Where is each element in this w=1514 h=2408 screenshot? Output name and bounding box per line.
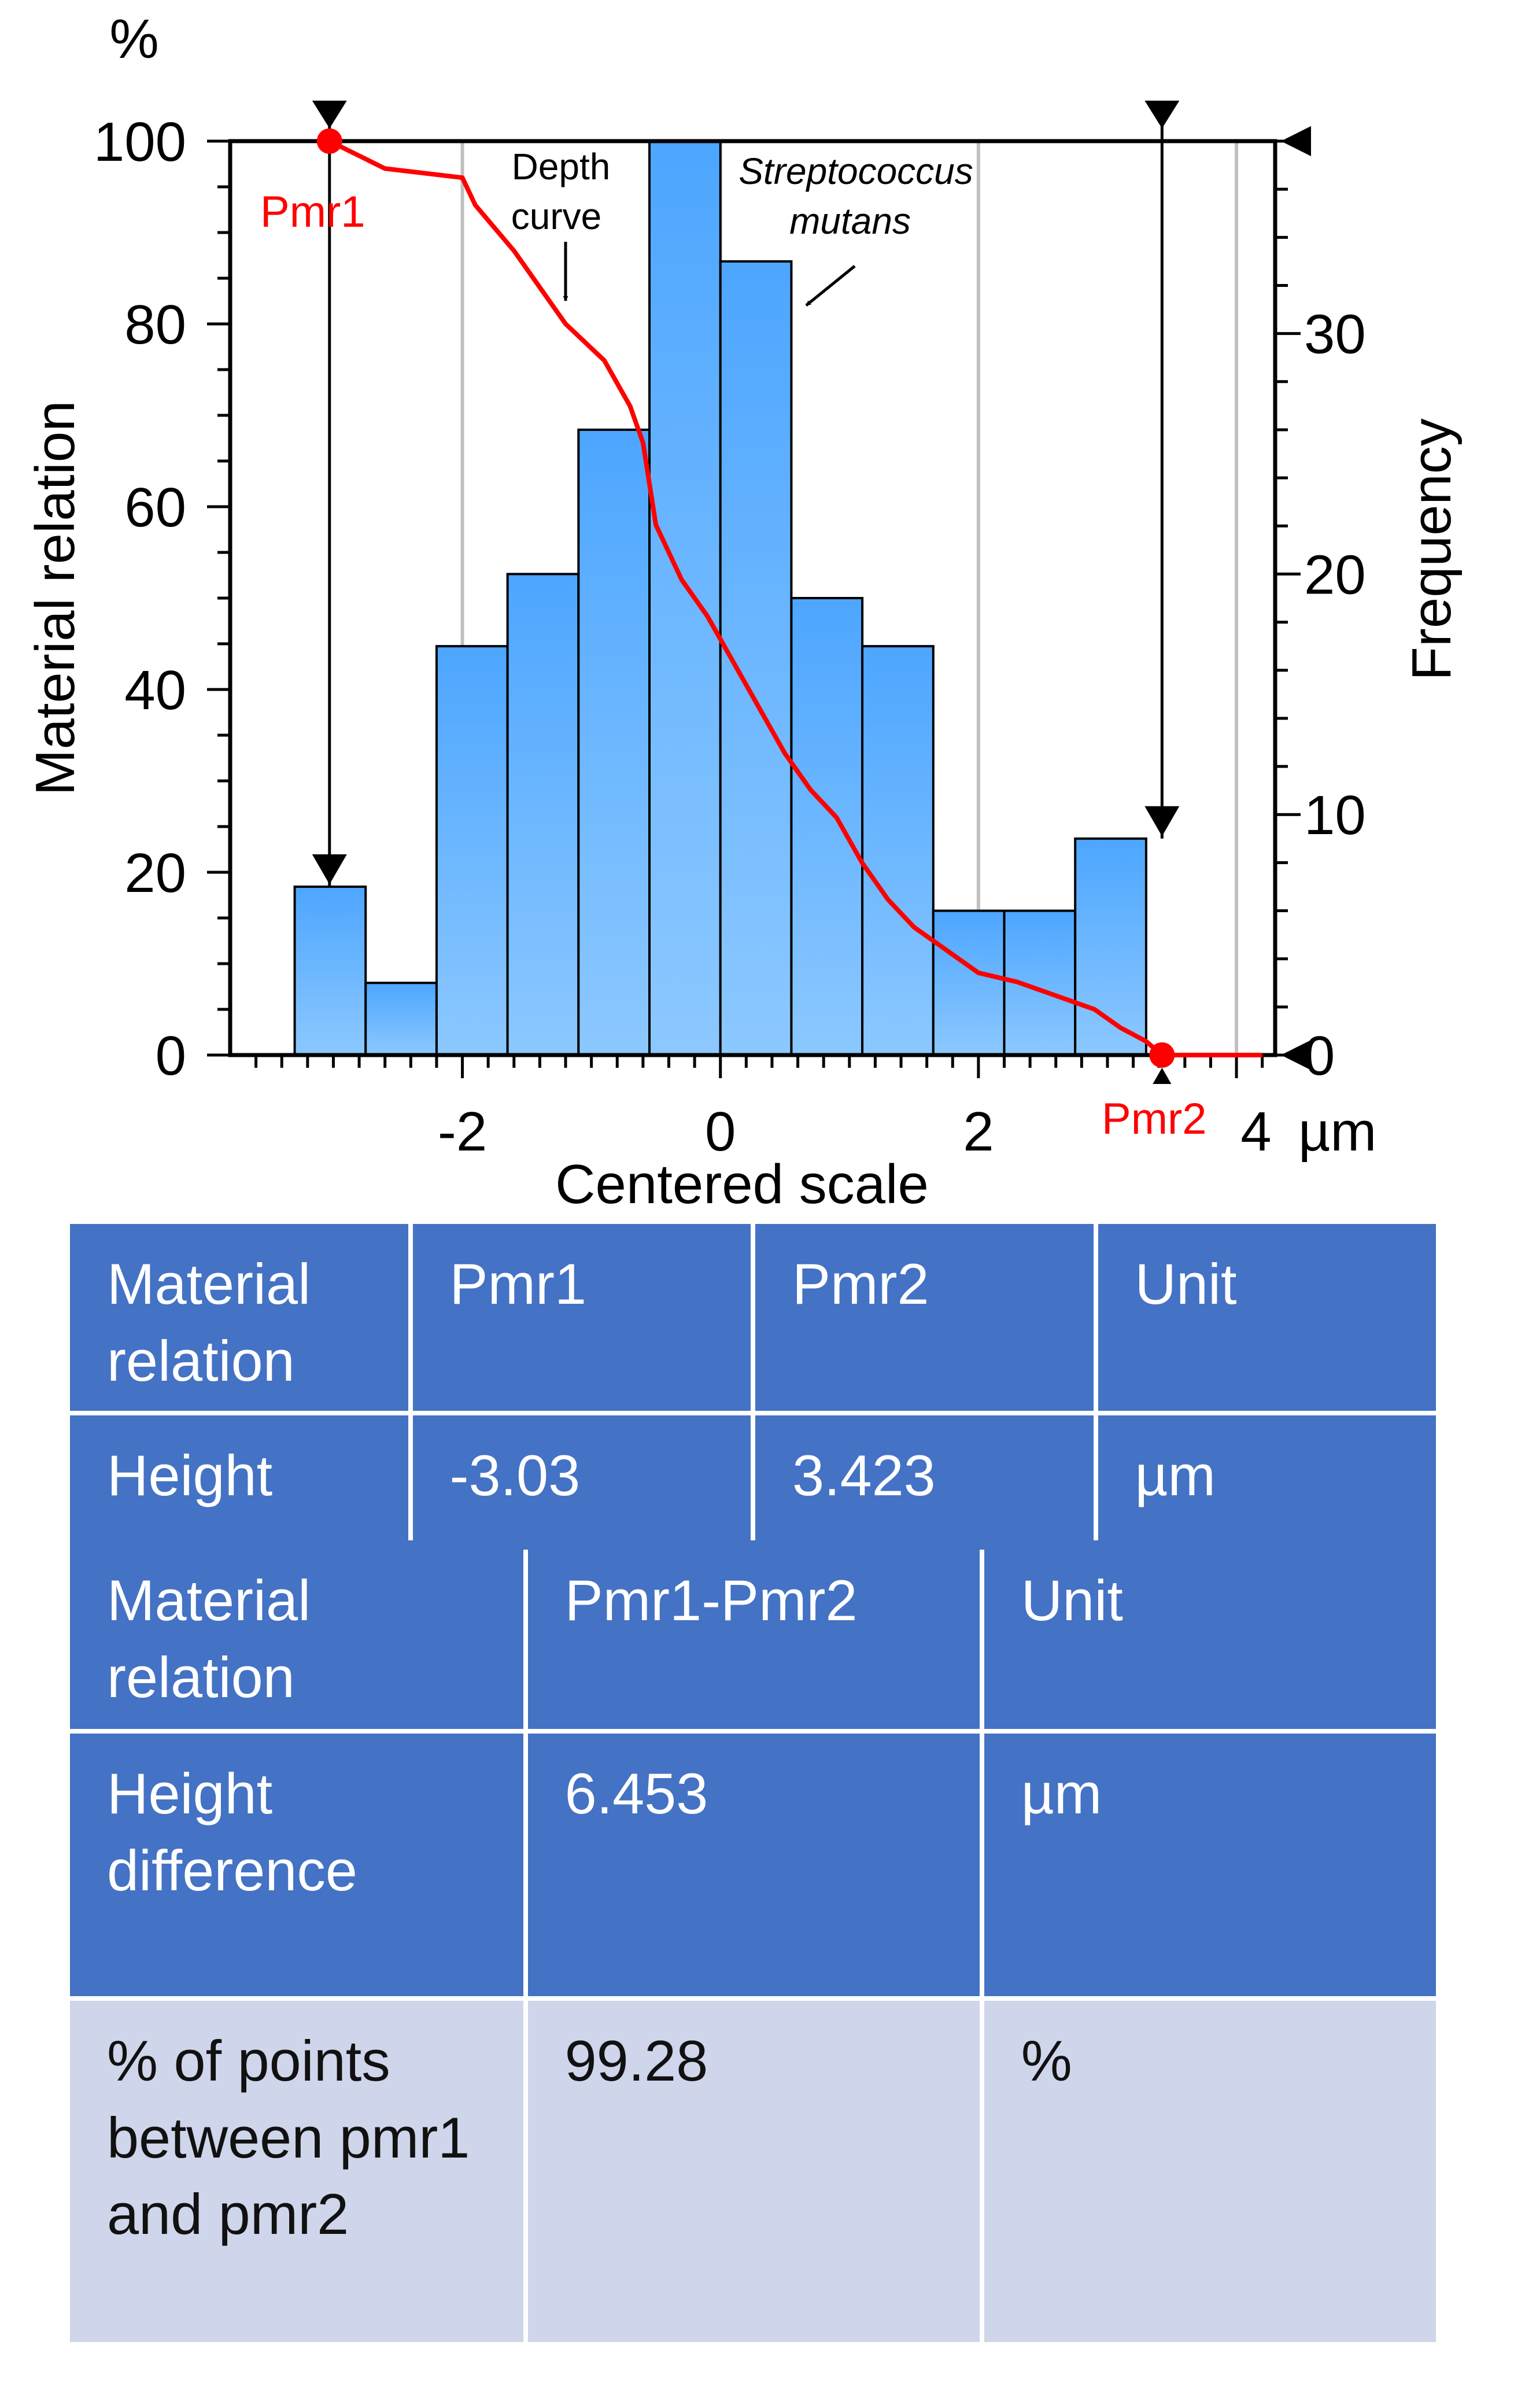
left-tick-label: 20 [124,842,186,904]
species-annotation-line1: Streptococcus [738,150,973,192]
table-cell: Pmr2 [755,1224,1094,1411]
species-annotation-line2: mutans [789,200,911,242]
pmr-top-arrowhead [312,101,347,128]
table-cell: Unit [984,1540,1436,1729]
table-cell: % of points between pmr1 and pmr2 [70,2001,523,2342]
table-cell: 6.453 [527,1734,980,1996]
left-tick-label: 0 [156,1025,186,1087]
pmr-bar-arrowhead [312,854,347,884]
x-axis-unit: µm [1298,1101,1376,1163]
left-axis-title: Material relation [24,401,86,796]
table-cell: 3.423 [755,1415,1094,1550]
table-cell: Height [70,1415,408,1550]
pmr2-label: Pmr2 [1102,1094,1207,1144]
left-axis-unit: % [109,8,158,70]
depth-curve-line [328,139,1262,1057]
x-axis-ticks: -2 0 2 [254,1055,1264,1163]
left-tick-label: 80 [124,294,186,356]
table-cell: -3.03 [412,1415,751,1550]
pmr-bar-arrowhead [1144,806,1180,836]
histogram-bar [293,885,367,1057]
species-annotation-arrow [805,265,856,307]
left-axis-ticks: 0 20 40 60 80 100 [94,111,230,1087]
table-cell: % [984,2001,1436,2342]
table-row: Height -3.03 3.423 µm [70,1415,1436,1550]
right-tick-label: 30 [1304,304,1366,366]
table-cell: Pmr1 [412,1224,751,1411]
histogram-bars [293,140,1147,1057]
pmr1-marker [316,128,342,154]
histogram-bar [861,645,935,1056]
histogram-bar [364,982,438,1057]
histogram-bar [932,909,1006,1057]
table-cell: Material relation [70,1224,408,1411]
histogram-bar [506,573,580,1056]
table-cell: µm [1098,1415,1436,1550]
pmr-arrows [312,101,1180,1084]
table-cell: 99.28 [527,2001,980,2342]
left-tick-label: 40 [124,659,186,721]
x-axis-title: Centered scale [555,1153,929,1215]
left-tick-label: 60 [124,477,186,539]
table-cell: Material relation [70,1540,523,1729]
table-cell: Height difference [70,1734,523,1996]
right-axis-title: Frequency [1401,418,1463,681]
table-cell: Unit [1098,1224,1436,1411]
histogram-bar [790,597,864,1056]
pmr-height-table: Material relation Pmr1 Pmr2 Unit Height … [65,1219,1441,1554]
right-axis-arrowhead [1281,126,1311,156]
depth-curve-annotation-line2: curve [511,196,602,237]
left-tick-label: 100 [94,111,186,173]
pmr1-label: Pmr1 [260,187,365,237]
histogram-bar [648,140,722,1056]
right-tick-label: 10 [1304,784,1366,846]
x-axis-end-label: 4 [1240,1101,1271,1163]
x-tick-label: 2 [963,1101,994,1163]
x-tick-label: -2 [438,1101,487,1163]
table-cell: µm [984,1734,1436,1996]
table-row: % of points between pmr1 and pmr2 99.28 … [70,2001,1436,2342]
table-row: Height difference 6.453 µm [70,1734,1436,1996]
table-cell: Pmr1-Pmr2 [527,1540,980,1729]
x-tick-label: 0 [705,1101,736,1163]
histogram-bar [577,428,651,1056]
pmr2-axis-arrowhead [1153,1068,1172,1084]
right-axis-arrowhead [1281,1040,1311,1070]
table-header-row: Material relation Pmr1-Pmr2 Unit [70,1540,1436,1729]
pmr2-marker [1149,1042,1175,1068]
depth-curve-annotation-line1: Depth [512,146,611,187]
histogram-bar [435,645,509,1056]
table-header-row: Material relation Pmr1 Pmr2 Unit [70,1224,1436,1411]
right-tick-label: 20 [1304,544,1366,606]
pmr-top-arrowhead [1144,101,1180,128]
pmr-difference-table: Material relation Pmr1-Pmr2 Unit Height … [65,1536,1441,2347]
